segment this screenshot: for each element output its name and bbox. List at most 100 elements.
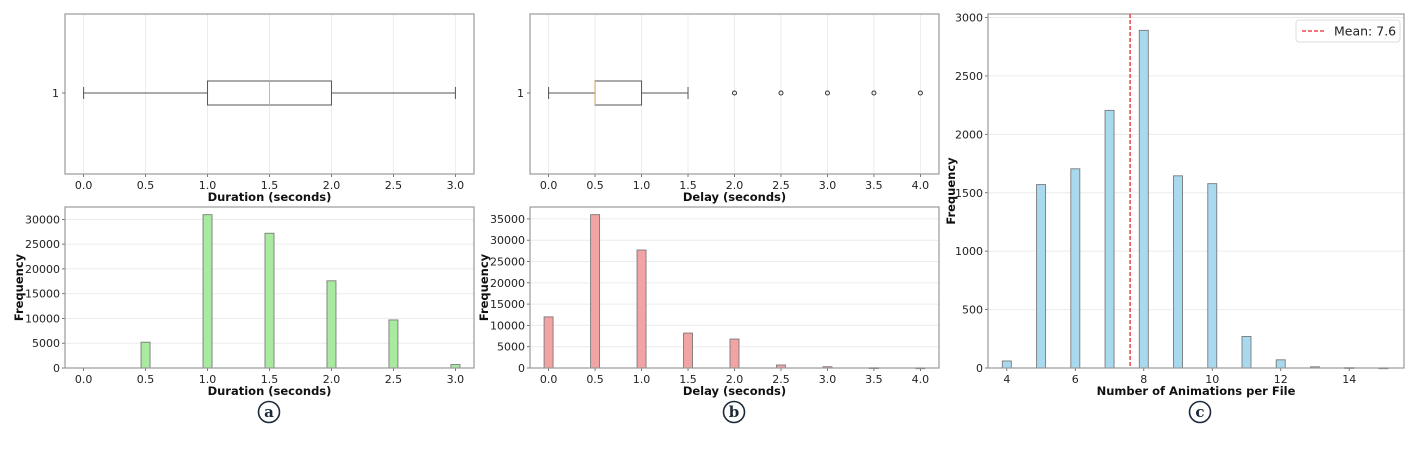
x-tick-label: 14: [1342, 373, 1356, 386]
x-tick-label: 12: [1274, 373, 1288, 386]
histogram-bar: [1207, 183, 1218, 369]
x-tick-label: 2.5: [385, 179, 403, 192]
x-tick-label: 4: [1003, 373, 1010, 386]
legend: Mean: 7.6: [1295, 19, 1401, 43]
panel-label-a: a: [257, 400, 281, 424]
histogram-bar: [1036, 184, 1047, 369]
x-tick-label: 2.5: [772, 373, 790, 386]
y-tick-label: 1500: [955, 187, 983, 200]
x-tick-label: 2.0: [726, 179, 744, 192]
histogram-bar: [1241, 336, 1252, 369]
x-tick-label: 0.0: [75, 179, 93, 192]
b-box-boxplot: 0.0 0.5 1.0 1.5 2.0 2.5 3.0 3.5 4.0 Delay (second…: [517, 13, 940, 204]
y-tick-label: 35000: [490, 213, 525, 226]
x-tick-label: 1.0: [199, 373, 217, 386]
histogram-bar: [590, 214, 601, 369]
panel-label-circle: [722, 400, 746, 424]
panel-label-circle: [257, 400, 281, 424]
x-tick-label: 3.0: [447, 179, 465, 192]
histogram-bar: [1070, 168, 1081, 369]
y-tick-label: 20000: [25, 263, 60, 276]
y-tick-label: 0: [976, 362, 983, 375]
x-tick-label: 0.5: [137, 373, 155, 386]
x-tick-label: 2.0: [726, 373, 744, 386]
axes-frame: [64, 206, 475, 369]
histogram-bar: [202, 214, 213, 369]
x-tick-label: 3.5: [865, 373, 883, 386]
y-tick-label: 1: [52, 87, 59, 100]
a-box-boxplot: 0.0 0.5 1.0 1.5 2.0 2.5 3.0 Duration (seconds) 1: [52, 13, 475, 204]
x-tick-label: 6: [1072, 373, 1079, 386]
panel-label-b: b: [722, 400, 746, 424]
x-tick-label: 1.5: [679, 373, 697, 386]
x-tick-label: 2.0: [323, 179, 341, 192]
x-tick-label: 10: [1205, 373, 1219, 386]
y-tick-label: 5000: [497, 341, 525, 354]
outlier-point: [824, 90, 830, 96]
c-hist-x-axis-label: Number of Animations per File: [1097, 384, 1296, 398]
legend-box: [1295, 19, 1401, 43]
y-tick-label: 30000: [490, 234, 525, 247]
outlier-point: [917, 90, 923, 96]
histogram-bar: [140, 341, 151, 369]
panel-label-circle: [1188, 400, 1212, 424]
y-tick-label: 500: [962, 304, 983, 317]
x-tick-label: 1.0: [199, 179, 217, 192]
a-hist-histogram: 0 5000 10000 15000 20000 25000 30000 Frequency 0…: [12, 206, 475, 398]
y-tick-label: 0: [53, 362, 60, 375]
panel-label-letter: b: [729, 403, 740, 421]
y-tick-label: 0: [518, 362, 525, 375]
x-tick-label: 3.0: [819, 179, 837, 192]
x-tick-label: 0.5: [137, 179, 155, 192]
histogram-bar: [1138, 29, 1149, 369]
x-tick-label: 0.0: [540, 179, 558, 192]
x-tick-label: 2.5: [385, 373, 403, 386]
y-tick-label: 25000: [25, 238, 60, 251]
panel-label-letter: a: [264, 403, 274, 421]
axes-frame: [529, 13, 940, 175]
axes-frame: [529, 206, 940, 369]
histogram-bar: [683, 332, 693, 369]
y-tick-label: 15000: [490, 298, 525, 311]
b-hist-x-axis-label: Delay (seconds): [683, 384, 786, 398]
panel-label-c: c: [1188, 400, 1212, 424]
y-tick-label: 20000: [490, 277, 525, 290]
histogram-bar: [1275, 359, 1286, 369]
histogram-bar: [1001, 360, 1012, 369]
x-tick-label: 0.0: [540, 373, 558, 386]
histogram-bar: [326, 280, 337, 369]
a-hist-x-axis-label: Duration (seconds): [208, 384, 332, 398]
x-tick-label: 0.5: [586, 373, 604, 386]
c-hist-y-axis-label: Frequency: [944, 157, 958, 225]
y-tick-label: 1000: [955, 245, 983, 258]
x-tick-label: 3.0: [819, 373, 837, 386]
x-tick-label: 1.0: [633, 373, 651, 386]
histogram-bar: [543, 316, 554, 369]
axes-frame: [64, 13, 475, 175]
y-tick-label: 3000: [955, 12, 983, 25]
x-tick-label: 3.0: [447, 373, 465, 386]
x-tick-label: 2.0: [323, 373, 341, 386]
iqr-box: [594, 80, 643, 106]
x-tick-label: 1.5: [679, 179, 697, 192]
y-tick-label: 10000: [490, 319, 525, 332]
b-box-x-axis-label: Delay (seconds): [683, 190, 786, 204]
y-tick-label: 15000: [25, 288, 60, 301]
y-tick-label: 5000: [32, 337, 60, 350]
x-tick-label: 4.0: [912, 179, 930, 192]
x-tick-label: 4.0: [912, 373, 930, 386]
histogram-bar: [1104, 109, 1115, 369]
b-hist-histogram: 0 5000 10000 15000 20000 25000 30000 35000 Frequ…: [477, 206, 940, 398]
axes-frame: [987, 13, 1405, 369]
x-tick-label: 2.5: [772, 179, 790, 192]
histogram-bar: [264, 232, 275, 369]
x-tick-label: 0.0: [75, 373, 93, 386]
x-tick-label: 3.5: [865, 179, 883, 192]
x-tick-label: 8: [1140, 373, 1147, 386]
a-hist-y-axis-label: Frequency: [12, 253, 26, 321]
legend-mean-label: Mean: 7.6: [1334, 24, 1396, 39]
x-tick-label: 0.5: [586, 179, 604, 192]
histogram-bar: [1173, 175, 1183, 369]
y-tick-label: 30000: [25, 213, 60, 226]
